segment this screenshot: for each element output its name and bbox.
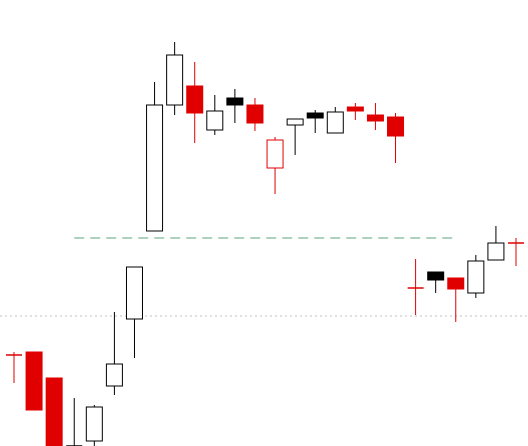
candle-body: [447, 277, 465, 290]
candle-body: [467, 260, 485, 294]
candle-body: [6, 354, 22, 356]
candle-body: [206, 110, 224, 131]
candle-body: [366, 114, 384, 122]
candle-body: [125, 266, 143, 320]
candle-body: [326, 111, 344, 134]
candle-body: [186, 85, 204, 114]
candle-body: [166, 54, 184, 106]
candle-body: [25, 351, 43, 411]
candle-body: [487, 242, 505, 261]
candle-body: [346, 106, 364, 112]
candle-body: [286, 118, 304, 126]
candle-body: [306, 112, 324, 119]
candle-body: [146, 104, 164, 232]
candle-body: [387, 116, 405, 137]
candle-body: [266, 139, 284, 169]
candle-body: [226, 97, 244, 106]
candle-body: [105, 363, 123, 387]
candle-body: [85, 406, 103, 442]
candle-body: [427, 271, 445, 281]
candle-body: [407, 287, 424, 289]
candle-body: [246, 104, 264, 124]
candle-body: [45, 377, 63, 446]
candle-body: [508, 242, 524, 244]
